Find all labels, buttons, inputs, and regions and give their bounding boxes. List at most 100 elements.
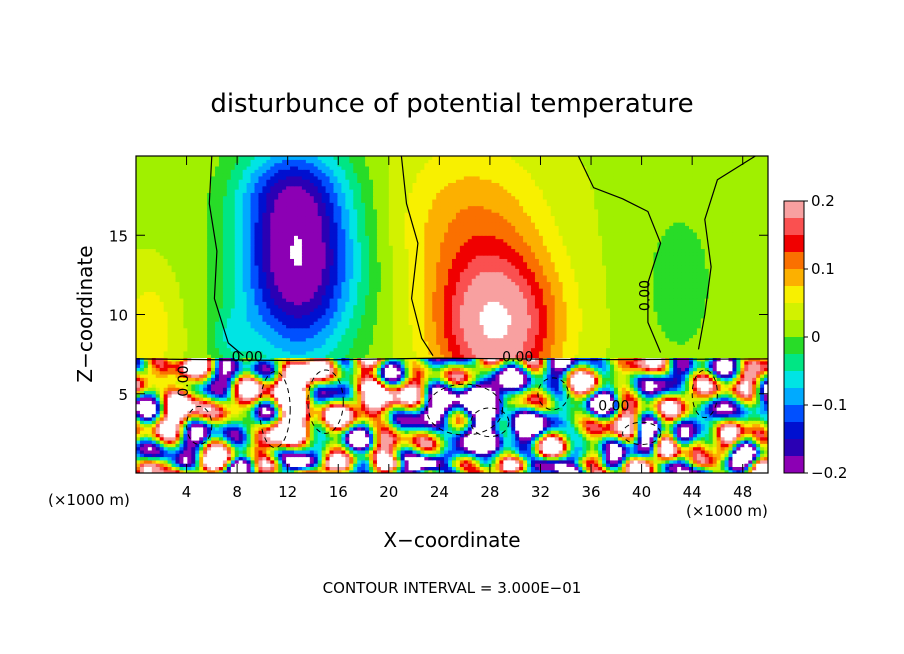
heatmap-cell xyxy=(183,446,188,451)
heatmap-cell xyxy=(203,463,208,467)
heatmap-cell xyxy=(448,373,453,378)
heatmap-cell xyxy=(744,410,749,415)
heatmap-cell xyxy=(392,449,398,454)
heatmap-cell xyxy=(546,387,552,392)
heatmap-cell xyxy=(317,406,323,411)
heatmap-cell xyxy=(704,400,710,405)
heatmap-cell xyxy=(523,387,528,392)
heatmap-cell xyxy=(534,436,540,441)
heatmap-cell xyxy=(594,459,599,464)
heatmap-cell xyxy=(590,446,595,451)
heatmap-cell xyxy=(392,426,398,431)
heatmap-cell xyxy=(376,413,382,418)
heatmap-cell xyxy=(392,456,398,461)
heatmap-cell xyxy=(720,390,726,395)
heatmap-cell xyxy=(558,436,564,441)
heatmap-cell xyxy=(629,390,635,395)
heatmap-cell xyxy=(400,387,406,392)
heatmap-cell xyxy=(673,443,678,448)
heatmap-cell xyxy=(317,387,323,392)
heatmap-cell xyxy=(712,426,718,431)
heatmap-cell xyxy=(432,413,437,418)
heatmap-cell xyxy=(412,443,418,448)
heatmap-cell xyxy=(523,439,528,444)
heatmap-cell xyxy=(542,403,548,408)
heatmap-cell xyxy=(424,403,429,408)
heatmap-cell xyxy=(215,426,220,431)
heatmap-cell xyxy=(179,383,184,388)
heatmap-cell xyxy=(499,370,504,375)
heatmap-cell xyxy=(641,400,647,405)
heatmap-cell xyxy=(270,387,275,392)
heatmap-cell xyxy=(392,387,398,392)
heatmap-cell xyxy=(175,367,181,372)
heatmap-cell xyxy=(625,433,631,438)
heatmap-cell xyxy=(586,449,591,454)
heatmap-cell xyxy=(613,370,619,375)
heatmap-cell xyxy=(254,383,260,388)
heatmap-cell xyxy=(361,469,366,473)
heatmap-cell xyxy=(317,439,323,444)
heatmap-cell xyxy=(720,463,726,467)
heatmap-cell xyxy=(696,466,702,471)
heatmap-cell xyxy=(653,406,658,411)
heatmap-cell xyxy=(408,466,414,471)
heatmap-cell xyxy=(147,400,153,405)
heatmap-cell xyxy=(151,413,157,418)
heatmap-cell xyxy=(420,459,425,464)
heatmap-cell xyxy=(495,400,500,405)
heatmap-cell xyxy=(487,459,493,464)
heatmap-cell xyxy=(167,367,173,372)
heatmap-cell xyxy=(617,453,623,458)
heatmap-cell xyxy=(487,433,493,438)
heatmap-cell xyxy=(728,397,734,401)
heatmap-cell xyxy=(290,377,295,382)
heatmap-cell xyxy=(392,413,398,418)
heatmap-cell xyxy=(503,436,508,441)
heatmap-cell xyxy=(230,446,236,451)
heatmap-cell xyxy=(732,397,737,401)
heatmap-cell xyxy=(321,430,327,434)
heatmap-cell xyxy=(637,449,643,454)
heatmap-cell xyxy=(534,456,540,461)
heatmap-cell xyxy=(203,410,208,415)
heatmap-cell xyxy=(720,380,726,385)
heatmap-cell xyxy=(613,380,619,385)
heatmap-cell xyxy=(669,390,674,395)
heatmap-cell xyxy=(459,439,465,444)
heatmap-cell xyxy=(282,426,287,431)
heatmap-cell xyxy=(345,463,350,467)
heatmap-cell xyxy=(716,387,722,392)
heatmap-cell xyxy=(463,383,469,388)
heatmap-cell xyxy=(503,453,508,458)
heatmap-cell xyxy=(416,446,421,451)
heatmap-cell xyxy=(633,436,639,441)
heatmap-cell xyxy=(546,397,552,401)
heatmap-cell xyxy=(404,466,410,471)
heatmap-cell xyxy=(238,463,244,467)
heatmap-cell xyxy=(625,456,631,461)
heatmap-cell xyxy=(700,433,706,438)
heatmap-cell xyxy=(566,406,572,411)
heatmap-cell xyxy=(712,406,718,411)
heatmap-cell xyxy=(665,410,670,415)
heatmap-cell xyxy=(215,377,220,382)
heatmap-cell xyxy=(195,387,200,392)
heatmap-cell xyxy=(665,446,670,451)
heatmap-cell xyxy=(258,367,263,372)
heatmap-cell xyxy=(542,400,548,405)
heatmap-cell xyxy=(365,446,370,451)
heatmap-cell xyxy=(657,426,662,431)
heatmap-cell xyxy=(760,466,765,471)
heatmap-cell xyxy=(420,397,425,401)
heatmap-cell xyxy=(459,380,465,385)
heatmap-cell xyxy=(483,423,489,428)
heatmap-cell xyxy=(578,406,583,411)
heatmap-cell xyxy=(305,469,311,473)
heatmap-cell xyxy=(353,410,358,415)
heatmap-cell xyxy=(629,370,635,375)
heatmap-cell xyxy=(428,406,433,411)
heatmap-cell xyxy=(736,430,741,434)
heatmap-cell xyxy=(440,426,445,431)
heatmap-cell xyxy=(732,446,737,451)
